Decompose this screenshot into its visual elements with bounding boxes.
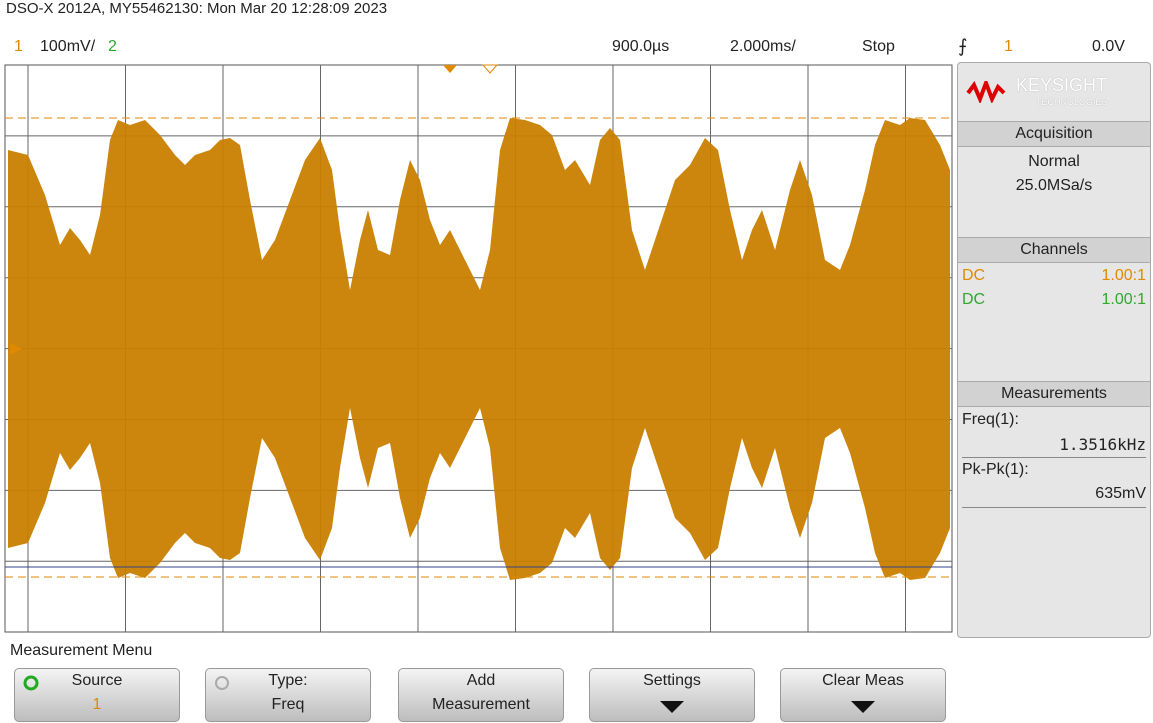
menu-title: Measurement Menu xyxy=(10,642,152,660)
softkey-label: Source xyxy=(15,672,179,690)
meas-label: Pk-Pk(1): xyxy=(962,461,1029,479)
trigger-source: 1 xyxy=(1004,38,1013,56)
probe: 1.00:1 xyxy=(1102,267,1146,285)
section-header: Channels xyxy=(958,237,1150,263)
logo xyxy=(966,81,1006,103)
trigger-icon: ⨍ xyxy=(958,36,967,57)
page: {"header":{"title":"DSO-X 2012A, MY55462… xyxy=(0,0,1153,723)
channel1: 1 xyxy=(14,38,23,56)
acq-mode: Normal xyxy=(958,153,1150,171)
softkey-sub: 1 xyxy=(15,696,179,714)
separator xyxy=(962,507,1146,508)
separator xyxy=(962,457,1146,458)
title: DSO-X 2012A, MY55462130: Mon Mar 20 12:2… xyxy=(6,0,387,17)
softkey-label: Add xyxy=(399,672,563,690)
section-header: Measurements xyxy=(958,381,1150,407)
softkey-sub: Measurement xyxy=(399,696,563,714)
meas-label: Freq(1): xyxy=(962,411,1019,429)
arrow-icon xyxy=(660,701,684,715)
scope-screen xyxy=(0,57,957,637)
run-state[interactable]: Stop xyxy=(862,38,895,56)
arrow-icon xyxy=(851,701,875,715)
delay: 900.0µs xyxy=(612,38,669,56)
trigger-level: 0.0V xyxy=(1092,38,1125,56)
coupling: DC xyxy=(962,267,985,285)
knob-icon xyxy=(214,675,230,691)
softkey-label: Type: xyxy=(206,672,370,690)
softkey[interactable]: Add Measurement xyxy=(398,668,564,722)
brand: KEYSIGHT xyxy=(1016,75,1107,96)
softkey-label: Settings xyxy=(590,672,754,690)
channel2[interactable]: 2 xyxy=(108,38,117,56)
softkey[interactable]: Source 1 xyxy=(14,668,180,722)
side-panel: KEYSIGHT TECHNOLOGIES Acquisition Normal… xyxy=(957,62,1151,638)
meas-value: 635mV xyxy=(1095,485,1146,503)
probe: 1.00:1 xyxy=(1102,291,1146,309)
meas-value: 1.3516kHz xyxy=(1059,435,1146,454)
softkey[interactable]: Clear Meas xyxy=(780,668,946,722)
softkey[interactable]: Type: Freq xyxy=(205,668,371,722)
knob-icon xyxy=(23,675,39,691)
softkey-label: Clear Meas xyxy=(781,672,945,690)
ch1-scale: 100mV/ xyxy=(40,38,95,56)
softkey-sub: Freq xyxy=(206,696,370,714)
softkey[interactable]: Settings xyxy=(589,668,755,722)
timebase: 2.000ms/ xyxy=(730,38,796,56)
sample-rate: 25.0MSa/s xyxy=(958,177,1150,195)
coupling: DC xyxy=(962,291,985,309)
section-header: Acquisition xyxy=(958,121,1150,147)
brand-sub: TECHNOLOGIES xyxy=(1036,97,1108,107)
